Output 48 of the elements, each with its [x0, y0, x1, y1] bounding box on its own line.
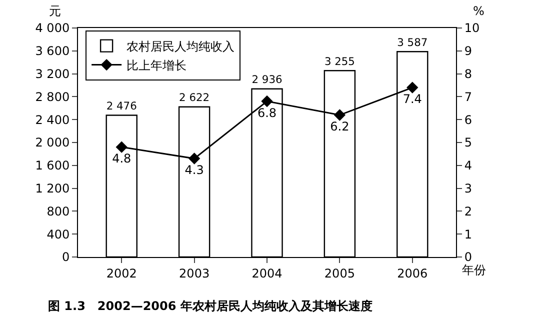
x-tick-label: 2005 [324, 266, 355, 280]
legend-label: 比上年增长 [126, 58, 187, 72]
y2-tick-label: 4 [464, 158, 472, 173]
y2-tick-label: 8 [464, 67, 472, 81]
y-tick-label: 3 200 [35, 67, 70, 81]
x-tick-label: 2003 [179, 266, 210, 280]
data-label: 4.8 [112, 152, 132, 166]
data-label: 7.4 [402, 92, 422, 106]
point [188, 152, 200, 164]
y2-tick-label: 9 [464, 44, 472, 58]
data-label: 2 622 [179, 91, 210, 104]
y2-tick-label: 1 [464, 227, 472, 242]
x-tick-label: 2006 [397, 266, 428, 280]
point [334, 109, 346, 121]
data-label: 6.8 [257, 106, 277, 120]
y2-tick-label: 7 [464, 90, 472, 104]
y-axis-title: 元 [49, 4, 61, 18]
data-label: 2 476 [106, 100, 138, 113]
text: 图 1.3 2002—2006 年农村居民人均纯收入及其增长速度 [48, 299, 372, 313]
data-label: 3 587 [397, 36, 428, 49]
y-tick-label: 2 800 [35, 90, 70, 104]
x-axis-title: 年份 [462, 263, 486, 277]
data-label: 4.3 [184, 163, 204, 178]
y-tick-label: 2 000 [35, 136, 70, 150]
x-tick-label: 2002 [106, 266, 137, 280]
y-tick-label: 3 600 [35, 44, 70, 58]
y-tick-label: 400 [46, 227, 70, 242]
data-label: 6.2 [330, 120, 350, 134]
data-label: 2 936 [252, 73, 282, 86]
data-label: 3 255 [324, 54, 355, 68]
y2-axis-title: % [473, 4, 484, 18]
y2-tick-label: 3 [464, 182, 472, 196]
y2-tick-label: 6 [464, 112, 472, 127]
y-tick-label: 1 200 [35, 182, 70, 196]
legend-label: 农村居民人均纯收入 [126, 39, 235, 54]
point [116, 141, 128, 153]
y-tick-label: 1 600 [35, 158, 70, 173]
y-tick-label: 800 [46, 204, 70, 218]
y-tick-label: 4 000 [35, 21, 70, 36]
point [261, 95, 273, 108]
point [406, 82, 418, 94]
y-tick-label: 2 400 [35, 112, 70, 127]
y2-tick-label: 5 [464, 136, 472, 150]
y2-tick-label: 0 [464, 250, 472, 264]
y-tick-label: 0 [62, 250, 70, 264]
x-tick-label: 2004 [252, 266, 282, 280]
y2-tick-label: 2 [464, 204, 472, 218]
y2-tick-label: 10 [464, 21, 480, 36]
